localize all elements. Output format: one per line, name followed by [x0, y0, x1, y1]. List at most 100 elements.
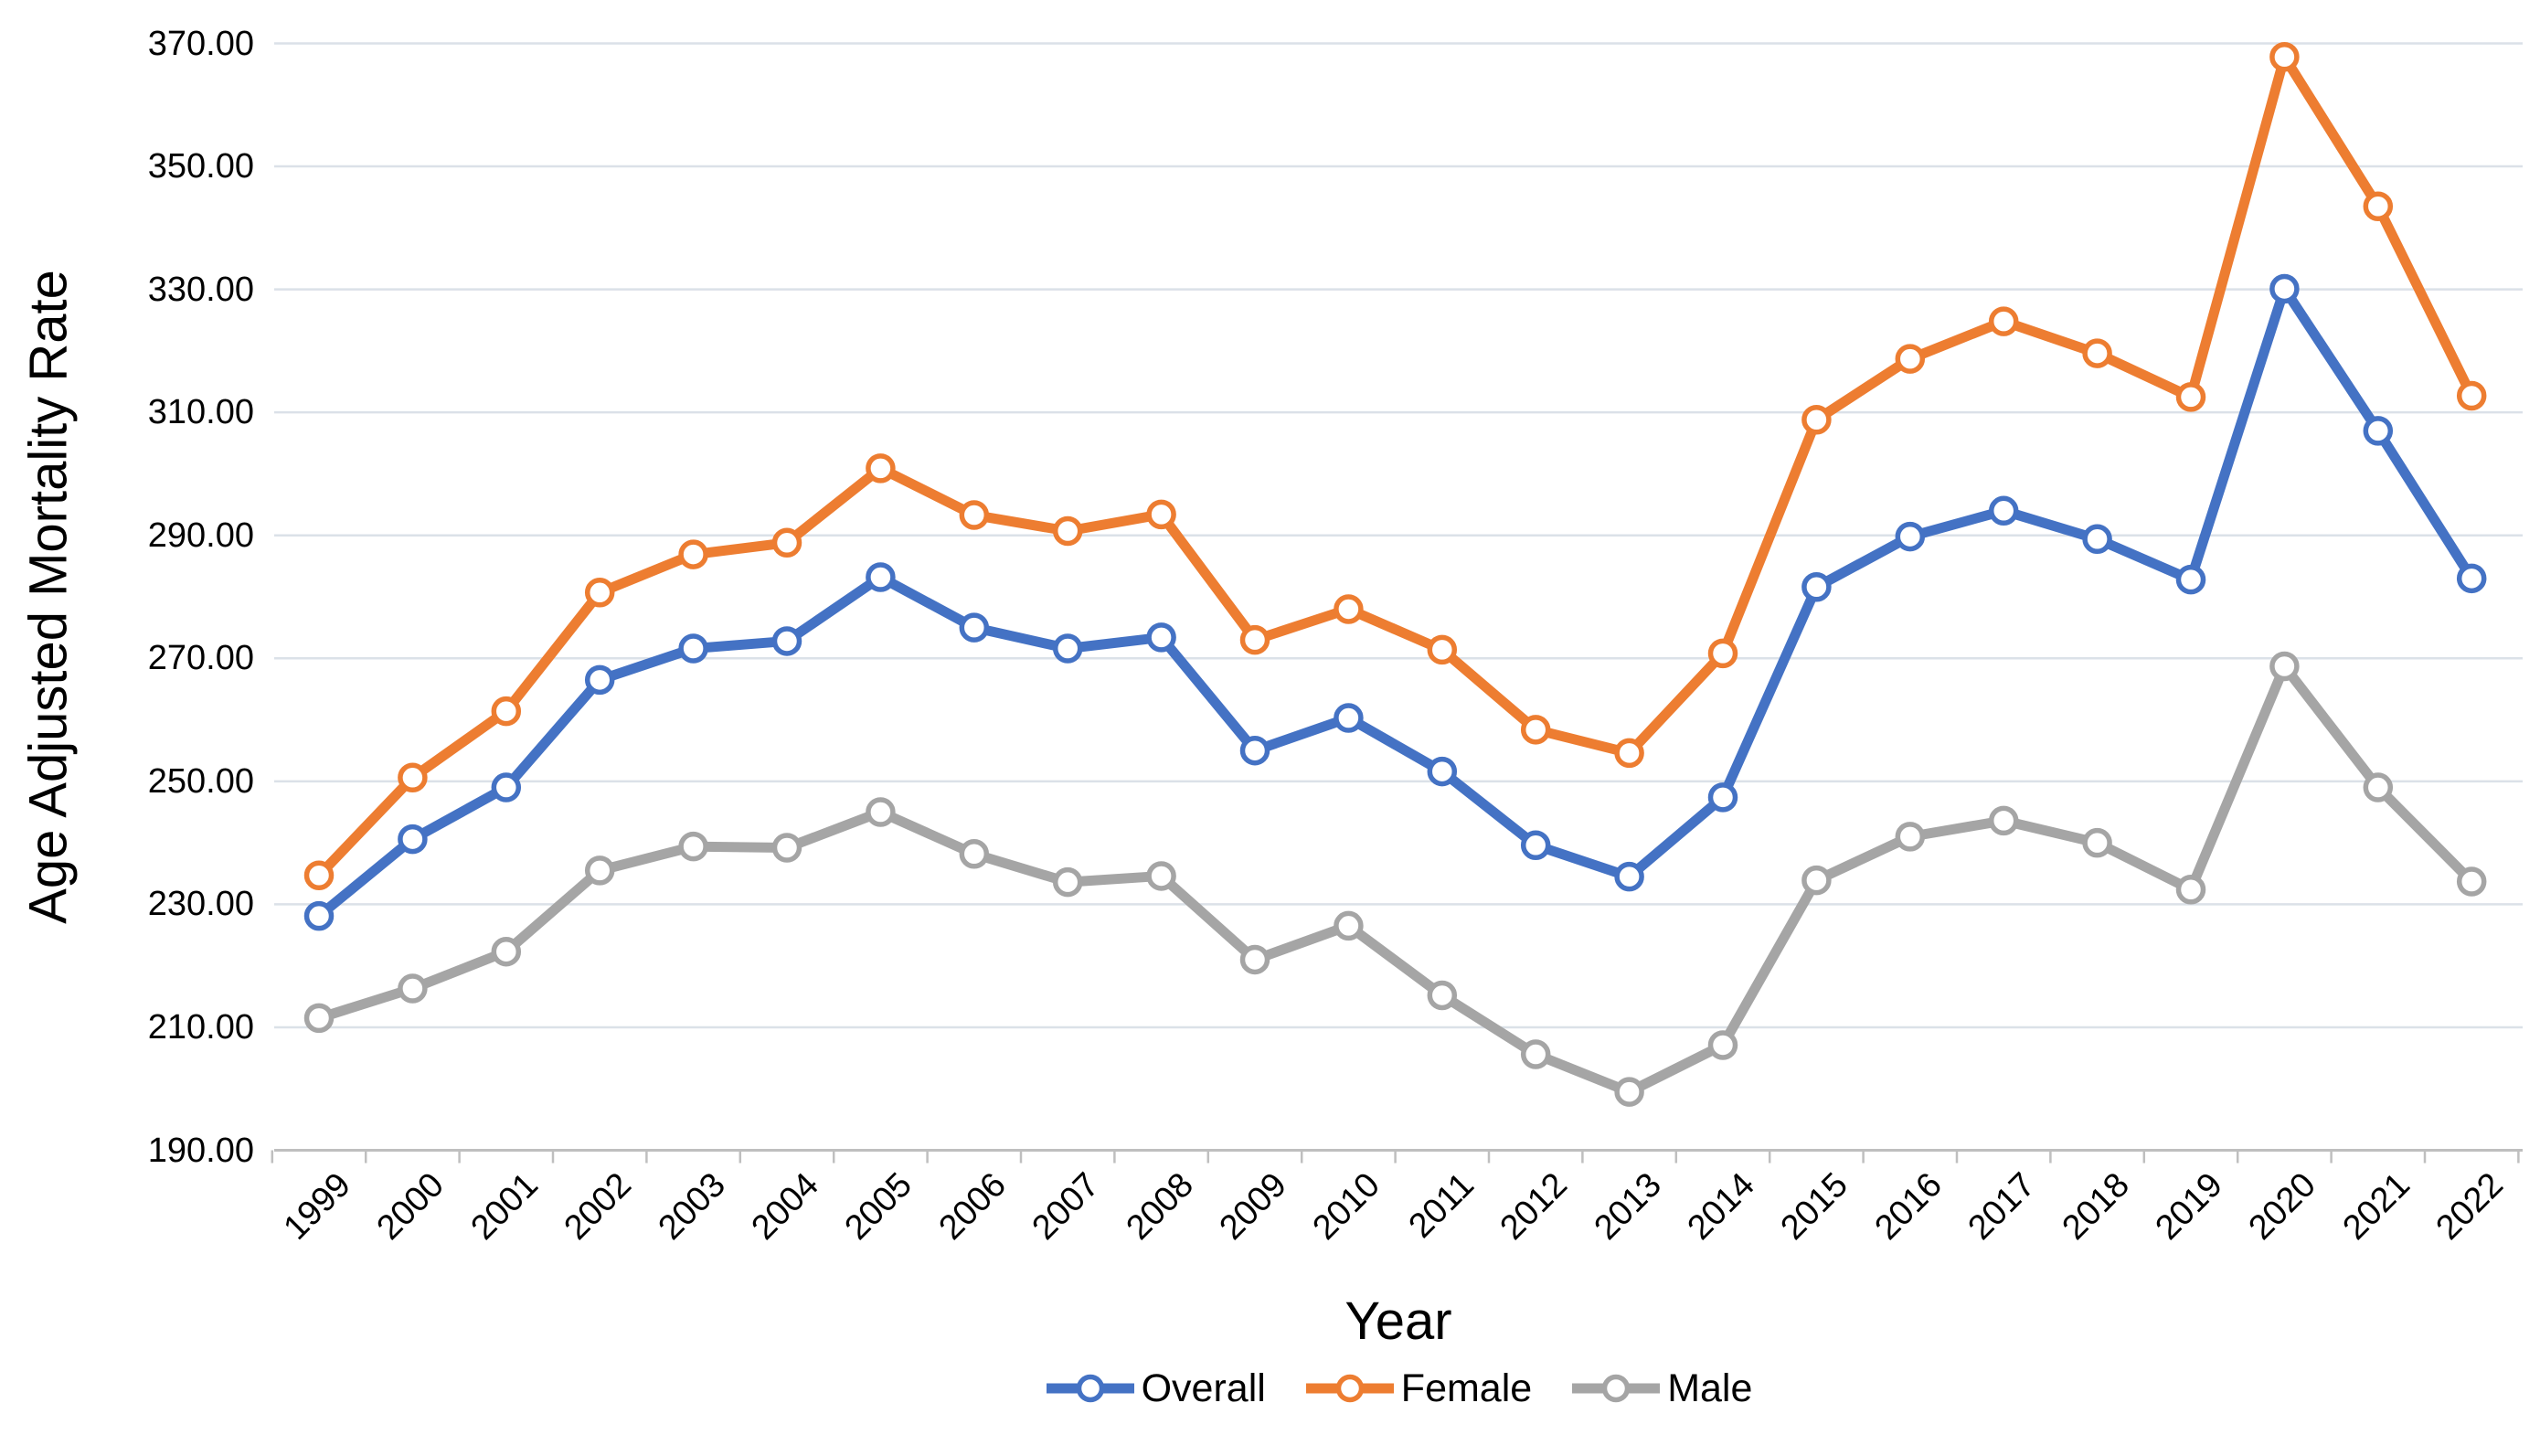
- data-point-overall-2022: [2456, 563, 2487, 594]
- legend-label-female: Female: [1400, 1366, 1533, 1410]
- data-point-female-2004: [771, 527, 802, 558]
- data-point-female-2011: [1427, 634, 1458, 665]
- data-point-female-2002: [584, 578, 615, 608]
- data-point-male-2018: [2082, 827, 2112, 858]
- data-point-female-1999: [303, 860, 335, 891]
- data-point-female-2005: [866, 453, 896, 484]
- data-point-male-2013: [1614, 1077, 1644, 1107]
- data-point-overall-2000: [398, 824, 428, 855]
- data-point-male-2016: [1895, 822, 1926, 852]
- legend-item-female: Female: [1304, 1367, 1532, 1409]
- data-point-overall-2019: [2175, 564, 2206, 595]
- y-axis-tick-label: 210.00: [147, 1007, 254, 1047]
- data-point-male-2012: [1520, 1039, 1551, 1069]
- data-point-male-2015: [1801, 865, 1832, 896]
- y-axis-tick-label: 250.00: [147, 761, 254, 801]
- y-axis-tick-label: 270.00: [147, 639, 254, 678]
- data-point-male-2005: [866, 797, 896, 827]
- data-point-overall-2016: [1895, 521, 1926, 552]
- data-point-female-2022: [2456, 380, 2487, 411]
- data-point-male-2002: [584, 856, 615, 886]
- data-point-male-2003: [678, 831, 708, 862]
- legend-swatch-marker-icon: [1601, 1374, 1631, 1403]
- data-point-overall-2003: [678, 633, 708, 664]
- data-point-overall-2014: [1707, 782, 1738, 813]
- data-point-overall-2018: [2082, 524, 2112, 555]
- data-point-male-2019: [2175, 874, 2206, 905]
- data-point-overall-2017: [1988, 495, 2019, 526]
- data-point-male-2017: [1988, 805, 2019, 836]
- data-point-overall-2002: [584, 664, 615, 696]
- data-point-overall-2001: [491, 772, 522, 802]
- data-point-male-2011: [1427, 980, 1458, 1011]
- legend-swatch-male: [1572, 1374, 1661, 1403]
- data-point-overall-2011: [1427, 756, 1458, 787]
- y-axis-tick-label: 290.00: [147, 515, 254, 555]
- x-axis-title: Year: [1344, 1291, 1452, 1351]
- data-point-female-2010: [1334, 594, 1364, 624]
- data-point-overall-2005: [866, 562, 896, 592]
- data-point-male-2009: [1239, 944, 1270, 975]
- data-point-male-2014: [1707, 1030, 1738, 1060]
- data-point-female-2007: [1052, 515, 1083, 547]
- data-point-male-2004: [771, 833, 802, 863]
- data-point-female-2000: [398, 762, 428, 793]
- y-axis-title: Age Adjusted Mortality Rate: [18, 270, 80, 924]
- legend-label-overall: Overall: [1141, 1366, 1266, 1410]
- data-point-male-2010: [1334, 910, 1364, 941]
- data-point-female-2021: [2363, 191, 2394, 222]
- data-point-male-2006: [959, 838, 990, 869]
- legend-item-male: Male: [1570, 1367, 1752, 1409]
- y-axis-tick-label: 190.00: [147, 1131, 254, 1170]
- data-point-male-2022: [2456, 866, 2487, 897]
- data-point-overall-2020: [2269, 273, 2300, 304]
- legend-item-overall: Overall: [1045, 1367, 1266, 1409]
- series-line-overall: [314, 283, 2477, 921]
- series-line-female: [314, 51, 2477, 881]
- legend-swatch-marker-icon: [1076, 1374, 1104, 1403]
- data-point-female-2015: [1801, 404, 1832, 435]
- data-point-overall-2007: [1052, 633, 1083, 664]
- data-point-female-2009: [1239, 624, 1270, 655]
- data-point-female-2018: [2082, 338, 2112, 368]
- data-point-female-2017: [1988, 306, 2019, 336]
- data-point-female-2016: [1895, 344, 1926, 374]
- y-axis-tick-label: 350.00: [147, 147, 254, 186]
- data-point-overall-2012: [1520, 830, 1551, 861]
- data-point-female-2014: [1707, 638, 1738, 669]
- data-point-overall-2021: [2363, 416, 2394, 446]
- data-point-female-2006: [959, 500, 990, 530]
- legend-label-male: Male: [1667, 1366, 1753, 1410]
- legend-swatch-marker-icon: [1335, 1374, 1365, 1403]
- legend-swatch-female: [1305, 1374, 1394, 1403]
- data-point-overall-2009: [1239, 735, 1270, 766]
- data-point-female-2020: [2269, 42, 2300, 72]
- data-point-male-2001: [491, 936, 522, 967]
- data-point-male-2008: [1146, 861, 1176, 891]
- y-axis-tick-label: 370.00: [147, 24, 254, 63]
- legend-swatch-overall: [1046, 1374, 1134, 1403]
- y-axis-tick-label: 330.00: [147, 270, 254, 309]
- data-point-female-2012: [1520, 715, 1551, 745]
- data-point-male-2020: [2269, 651, 2300, 682]
- data-point-overall-2004: [771, 626, 802, 656]
- data-point-overall-2013: [1614, 861, 1644, 892]
- series-line-male: [314, 661, 2477, 1098]
- data-point-overall-2006: [959, 612, 990, 643]
- data-point-female-2001: [491, 696, 522, 727]
- data-point-female-2019: [2175, 382, 2206, 412]
- data-point-overall-1999: [303, 900, 335, 931]
- y-axis-title-text: Age Adjusted Mortality Rate: [18, 270, 79, 924]
- data-point-female-2013: [1614, 738, 1644, 769]
- data-point-male-1999: [303, 1003, 335, 1034]
- data-point-female-2008: [1146, 499, 1176, 530]
- data-point-male-2007: [1052, 866, 1083, 898]
- y-axis-tick-label: 230.00: [147, 885, 254, 924]
- legend: Overall Female Male: [274, 1367, 2523, 1409]
- data-point-male-2021: [2363, 772, 2394, 802]
- data-point-overall-2008: [1146, 622, 1176, 653]
- data-point-overall-2015: [1801, 571, 1832, 602]
- data-point-female-2003: [678, 539, 708, 569]
